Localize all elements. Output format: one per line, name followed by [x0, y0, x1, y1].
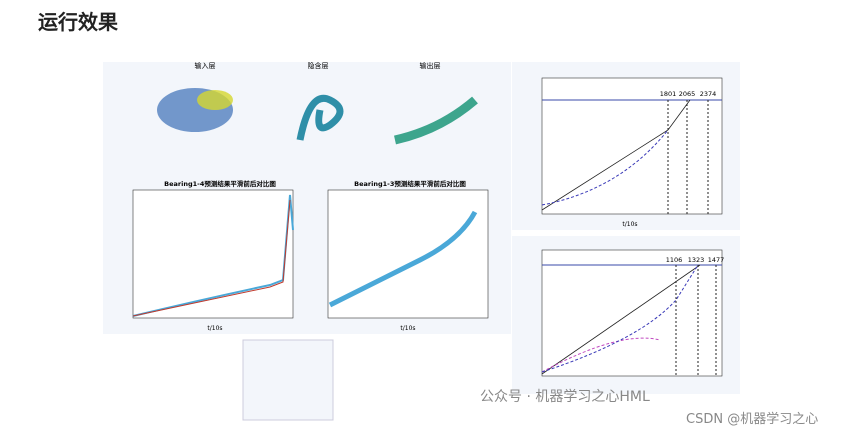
subplot-title: 输出层 — [420, 61, 441, 70]
x-label: t/10s — [207, 325, 222, 332]
marker-label: 1801 — [660, 90, 677, 98]
series — [541, 264, 699, 373]
series — [541, 129, 669, 206]
plot-title: Bearing1-4预测结果平滑前后对比图 — [164, 179, 276, 188]
section-heading: 运行效果 — [38, 10, 118, 34]
plot-title: Bearing1-3预测结果平滑前后对比图 — [354, 179, 466, 188]
series — [328, 210, 478, 308]
marker-label: 2065 — [679, 90, 696, 98]
scatter-cloud — [197, 90, 233, 110]
x-label: t/10s — [400, 325, 415, 332]
series — [132, 199, 291, 317]
plot-frame — [541, 77, 723, 215]
watermark: CSDN @机器学习之心 — [686, 412, 819, 427]
marker-label: 1323 — [688, 256, 705, 264]
series — [541, 337, 661, 373]
subplot-title: 隐含层 — [308, 61, 329, 70]
scatter-curve — [394, 96, 478, 145]
x-label: t/10s — [622, 221, 637, 228]
marker-label: 1106 — [666, 256, 683, 264]
plot-frame — [327, 189, 489, 319]
figure-small — [242, 339, 334, 421]
marker-label: 2374 — [700, 90, 717, 98]
subplot-title: 输入层 — [195, 61, 216, 70]
series — [541, 264, 701, 375]
scatter-curve — [296, 95, 344, 141]
series — [132, 194, 294, 317]
marker-label: 1477 — [708, 256, 725, 264]
watermark: 公众号 · 机器学习之心HML — [480, 389, 650, 405]
